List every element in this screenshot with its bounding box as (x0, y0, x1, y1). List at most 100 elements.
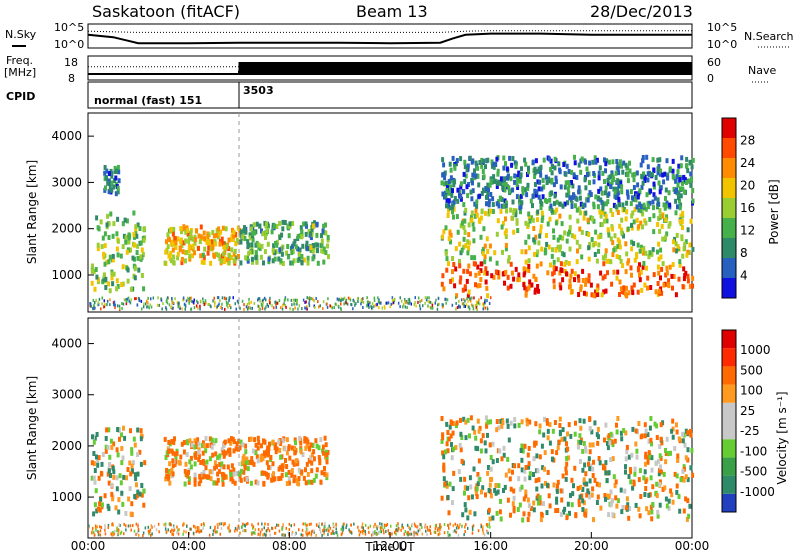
ground-scatter-cell (89, 304, 91, 308)
ground-scatter-cell (214, 530, 217, 534)
data-cell (659, 455, 663, 461)
data-cell (558, 234, 562, 240)
data-cell (658, 481, 662, 487)
ground-scatter-cell (439, 525, 441, 529)
ground-scatter-cell (350, 531, 353, 535)
ground-scatter-cell (429, 300, 432, 304)
data-cell (173, 436, 176, 442)
noise-right-tick-bottom: 10^0 (707, 38, 737, 51)
colorbar-swatch (722, 366, 736, 385)
data-cell (266, 445, 270, 451)
ground-scatter-cell (475, 300, 478, 304)
ground-scatter-cell (171, 528, 173, 532)
data-cell (453, 196, 457, 201)
data-cell (539, 261, 543, 267)
ground-scatter-cell (123, 298, 126, 302)
ground-scatter-cell (171, 532, 173, 536)
data-cell (506, 274, 510, 280)
data-cell (587, 461, 590, 467)
data-cell (612, 247, 616, 253)
ground-scatter-cell (434, 531, 437, 534)
ground-scatter-cell (209, 526, 212, 529)
ground-scatter-cell (478, 302, 481, 306)
x-tick-label: 12:00 (373, 539, 408, 553)
ground-scatter-cell (461, 524, 463, 528)
data-cell (575, 259, 579, 265)
noise-panel-frame (87, 23, 693, 49)
data-cell (508, 476, 512, 482)
data-cell (119, 253, 123, 259)
data-cell (570, 477, 574, 483)
data-cell (301, 452, 305, 458)
ground-scatter-cell (402, 303, 405, 307)
data-cell (623, 207, 627, 212)
ground-scatter-cell (284, 533, 286, 537)
colorbar-swatch (722, 238, 736, 258)
data-cell (193, 461, 197, 467)
nave-right-tick-top: 60 (707, 56, 721, 69)
data-cell (491, 196, 495, 202)
ground-scatter-cell (308, 298, 311, 302)
ground-scatter-cell (220, 522, 222, 526)
data-cell (164, 476, 168, 482)
ground-scatter-cell (463, 297, 465, 301)
data-cell (230, 463, 234, 469)
data-cell (234, 446, 238, 452)
data-cell (121, 281, 125, 287)
data-cell (472, 175, 476, 181)
data-cell (299, 225, 303, 231)
data-cell (247, 242, 251, 248)
data-cell (182, 240, 186, 246)
data-cell (539, 229, 543, 235)
colorbar-swatch (722, 493, 736, 512)
data-cell (451, 188, 454, 194)
data-cell (575, 239, 579, 245)
ground-scatter-cell (245, 305, 248, 309)
data-cell (171, 450, 175, 456)
ground-scatter-cell (427, 304, 429, 308)
data-cell (607, 159, 611, 165)
data-cell (662, 282, 666, 288)
data-cell (588, 426, 592, 432)
data-cell (648, 425, 652, 431)
data-cell (484, 266, 488, 272)
data-cell (624, 430, 628, 436)
data-cell (594, 159, 598, 165)
data-cell (217, 469, 221, 475)
data-cell (450, 420, 454, 426)
ground-scatter-cell (455, 307, 457, 311)
ground-scatter-cell (324, 522, 326, 526)
data-cell (482, 226, 486, 232)
ground-scatter-cell (275, 301, 277, 305)
data-cell (467, 240, 471, 246)
ground-scatter-cell (400, 528, 402, 532)
data-cell (539, 172, 543, 178)
data-cell (299, 449, 303, 455)
data-cell (525, 286, 529, 292)
data-cell (241, 460, 245, 466)
data-cell (607, 191, 611, 197)
data-cell (624, 162, 628, 168)
data-cell (643, 282, 647, 288)
data-cell (95, 508, 99, 514)
data-cell (592, 218, 596, 224)
data-cell (107, 171, 111, 177)
data-cell (592, 201, 596, 207)
data-cell (325, 459, 329, 465)
data-cell (92, 439, 96, 445)
ground-scatter-cell (385, 524, 387, 527)
data-cell (600, 222, 604, 227)
ground-scatter-cell (361, 522, 364, 526)
data-cell (578, 433, 582, 439)
data-cell (494, 483, 498, 488)
ground-scatter-cell (283, 298, 286, 302)
ground-scatter-cell (310, 297, 312, 301)
data-cell (553, 165, 557, 171)
ground-scatter-cell (348, 528, 350, 532)
data-cell (674, 210, 678, 216)
ground-scatter-cell (468, 305, 470, 309)
data-cell (459, 223, 463, 229)
data-cell (573, 234, 577, 240)
data-cell (286, 244, 290, 249)
data-cell (504, 228, 508, 234)
